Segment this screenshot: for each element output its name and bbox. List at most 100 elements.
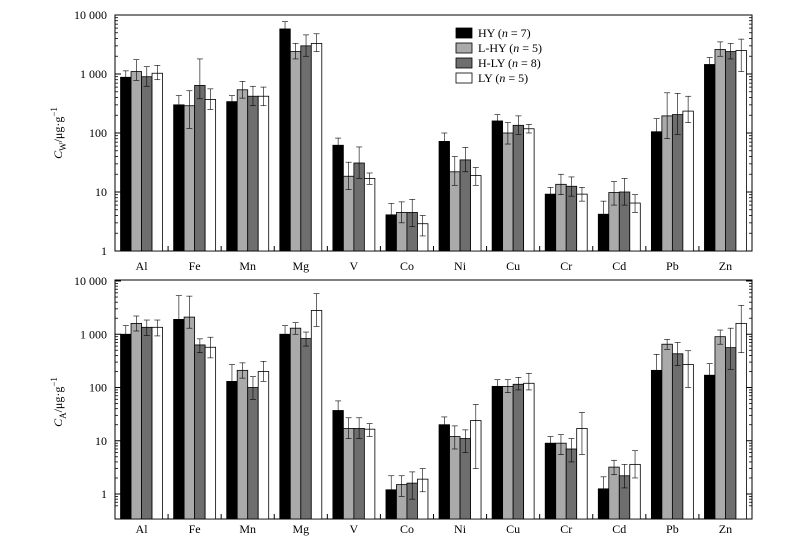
bar (714, 49, 726, 252)
bar (671, 353, 684, 520)
bar (332, 144, 344, 252)
category-label: Co (400, 259, 414, 273)
category-label: Fe (189, 522, 201, 536)
legend-swatch (455, 57, 473, 69)
bar (204, 99, 217, 252)
category-label: Zn (719, 259, 732, 273)
legend-swatch (455, 42, 473, 54)
panel-top: 1 10 100 1 000 10 000 CW/μg·g−1 Al Fe Mn Mg V Co Ni C… (49, 8, 753, 273)
bar (544, 442, 557, 520)
y-tick-label: 10 000 (74, 274, 107, 288)
bar (279, 333, 291, 520)
bar (226, 101, 238, 252)
bar (704, 64, 716, 252)
bar (512, 124, 525, 252)
bar (671, 114, 684, 252)
bar (725, 51, 737, 252)
category-label: V (350, 259, 359, 273)
bar (300, 338, 312, 520)
bar (183, 316, 196, 520)
bar (332, 410, 344, 520)
bar (502, 132, 514, 252)
y-tick-label: 1 000 (80, 327, 107, 341)
category-label: V (350, 522, 359, 536)
bar (491, 385, 504, 520)
category-label: Pb (666, 259, 679, 273)
category-label: Fe (189, 259, 201, 273)
y-tick-label: 100 (89, 126, 107, 140)
category-label: Al (136, 522, 149, 536)
bar (725, 347, 737, 520)
y-tick-label: 10 (95, 434, 107, 448)
category-label: Cd (612, 522, 626, 536)
bar (120, 76, 132, 252)
category-label: Mg (292, 522, 309, 536)
bar (151, 326, 163, 520)
legend-label: HY (n = 7) (478, 26, 531, 40)
legend-label: LY (n = 5) (478, 71, 528, 85)
bar (523, 128, 535, 252)
bar (141, 326, 153, 520)
bar (310, 43, 323, 252)
bar (130, 71, 142, 252)
bar (226, 381, 238, 520)
panel-bottom: 1 10 100 1 000 10 000 CA/μg·g−1 Al Fe Mn Mg V Co Ni C… (49, 274, 753, 536)
bar (173, 319, 185, 520)
bar (353, 428, 365, 520)
legend-label: L-HY (n = 5) (478, 41, 542, 55)
y-tick-label: 1 (101, 487, 107, 501)
y-tick-label: 10 (95, 185, 107, 199)
bar (714, 336, 726, 520)
bar (279, 28, 291, 252)
bar (512, 383, 525, 520)
bar (289, 51, 302, 252)
category-label: Cu (506, 522, 520, 536)
bar (236, 89, 249, 252)
category-label: Mn (239, 259, 256, 273)
bar (470, 175, 482, 252)
bar (661, 343, 673, 520)
bar (247, 95, 259, 252)
bar (491, 120, 504, 252)
bar (194, 344, 206, 520)
bar (130, 322, 142, 520)
bar (438, 141, 450, 252)
category-label: Cd (612, 259, 626, 273)
bar (300, 45, 312, 252)
category-label: Mg (292, 259, 309, 273)
bar (247, 387, 259, 520)
bar (204, 346, 217, 520)
bar (363, 178, 376, 252)
bar (650, 131, 663, 252)
legend-label: H-LY (n = 8) (478, 56, 541, 70)
y-tick-label: 1 (101, 244, 107, 258)
bar (173, 104, 185, 252)
bar (523, 382, 535, 520)
category-label: Pb (666, 522, 679, 536)
bar (257, 371, 270, 520)
y-tick-label: 10 000 (74, 8, 107, 22)
bar (576, 193, 588, 252)
bar (363, 428, 376, 520)
y-axis-label: CW/μg·g−1 (49, 107, 68, 159)
category-label: Cu (506, 259, 520, 273)
category-label: Cr (560, 522, 572, 536)
bar (236, 369, 249, 520)
bar (502, 385, 514, 520)
bar (650, 369, 663, 520)
bar (151, 72, 163, 252)
bar (459, 159, 471, 252)
y-tick-label: 100 (89, 381, 107, 395)
legend-swatch (455, 27, 473, 39)
y-tick-label: 1 000 (80, 67, 107, 81)
bar (289, 327, 302, 520)
bar (141, 76, 153, 252)
bar (682, 110, 694, 252)
category-label: Co (400, 522, 414, 536)
bar (735, 50, 747, 252)
bar (438, 424, 450, 520)
category-label: Al (136, 259, 149, 273)
category-label: Zn (719, 522, 732, 536)
legend: HY (n = 7)L-HY (n = 5)H-LY (n = 8)LY (n … (455, 26, 542, 85)
